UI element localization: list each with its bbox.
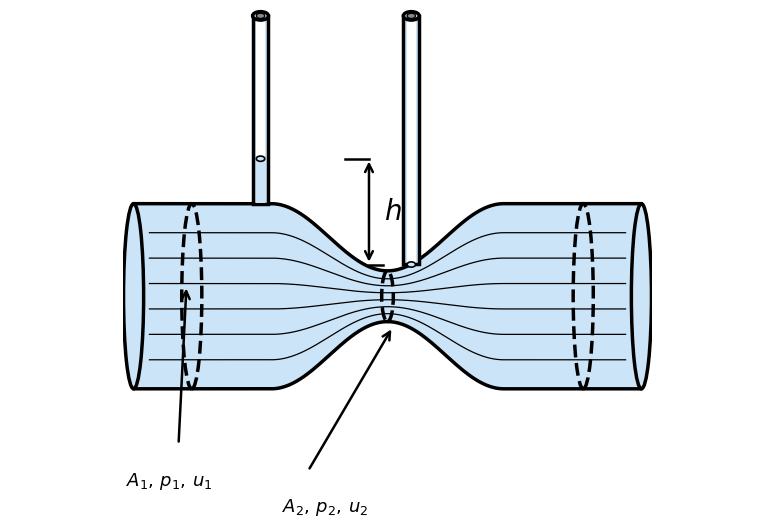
Ellipse shape	[257, 13, 265, 19]
Ellipse shape	[403, 12, 419, 20]
Ellipse shape	[632, 204, 652, 389]
Ellipse shape	[407, 13, 415, 19]
Bar	[253, 16, 268, 204]
Ellipse shape	[253, 12, 268, 20]
Ellipse shape	[407, 262, 415, 267]
Ellipse shape	[257, 156, 265, 161]
Bar	[257, 15, 265, 203]
Bar	[257, 158, 265, 203]
Bar	[403, 16, 419, 264]
Text: $A_2,\, p_2,\, u_2$: $A_2,\, p_2,\, u_2$	[281, 497, 368, 518]
Bar	[407, 15, 415, 263]
Ellipse shape	[123, 204, 143, 389]
Text: $h$: $h$	[384, 198, 401, 225]
Text: $A_1,\, p_1,\, u_1$: $A_1,\, p_1,\, u_1$	[126, 471, 212, 492]
